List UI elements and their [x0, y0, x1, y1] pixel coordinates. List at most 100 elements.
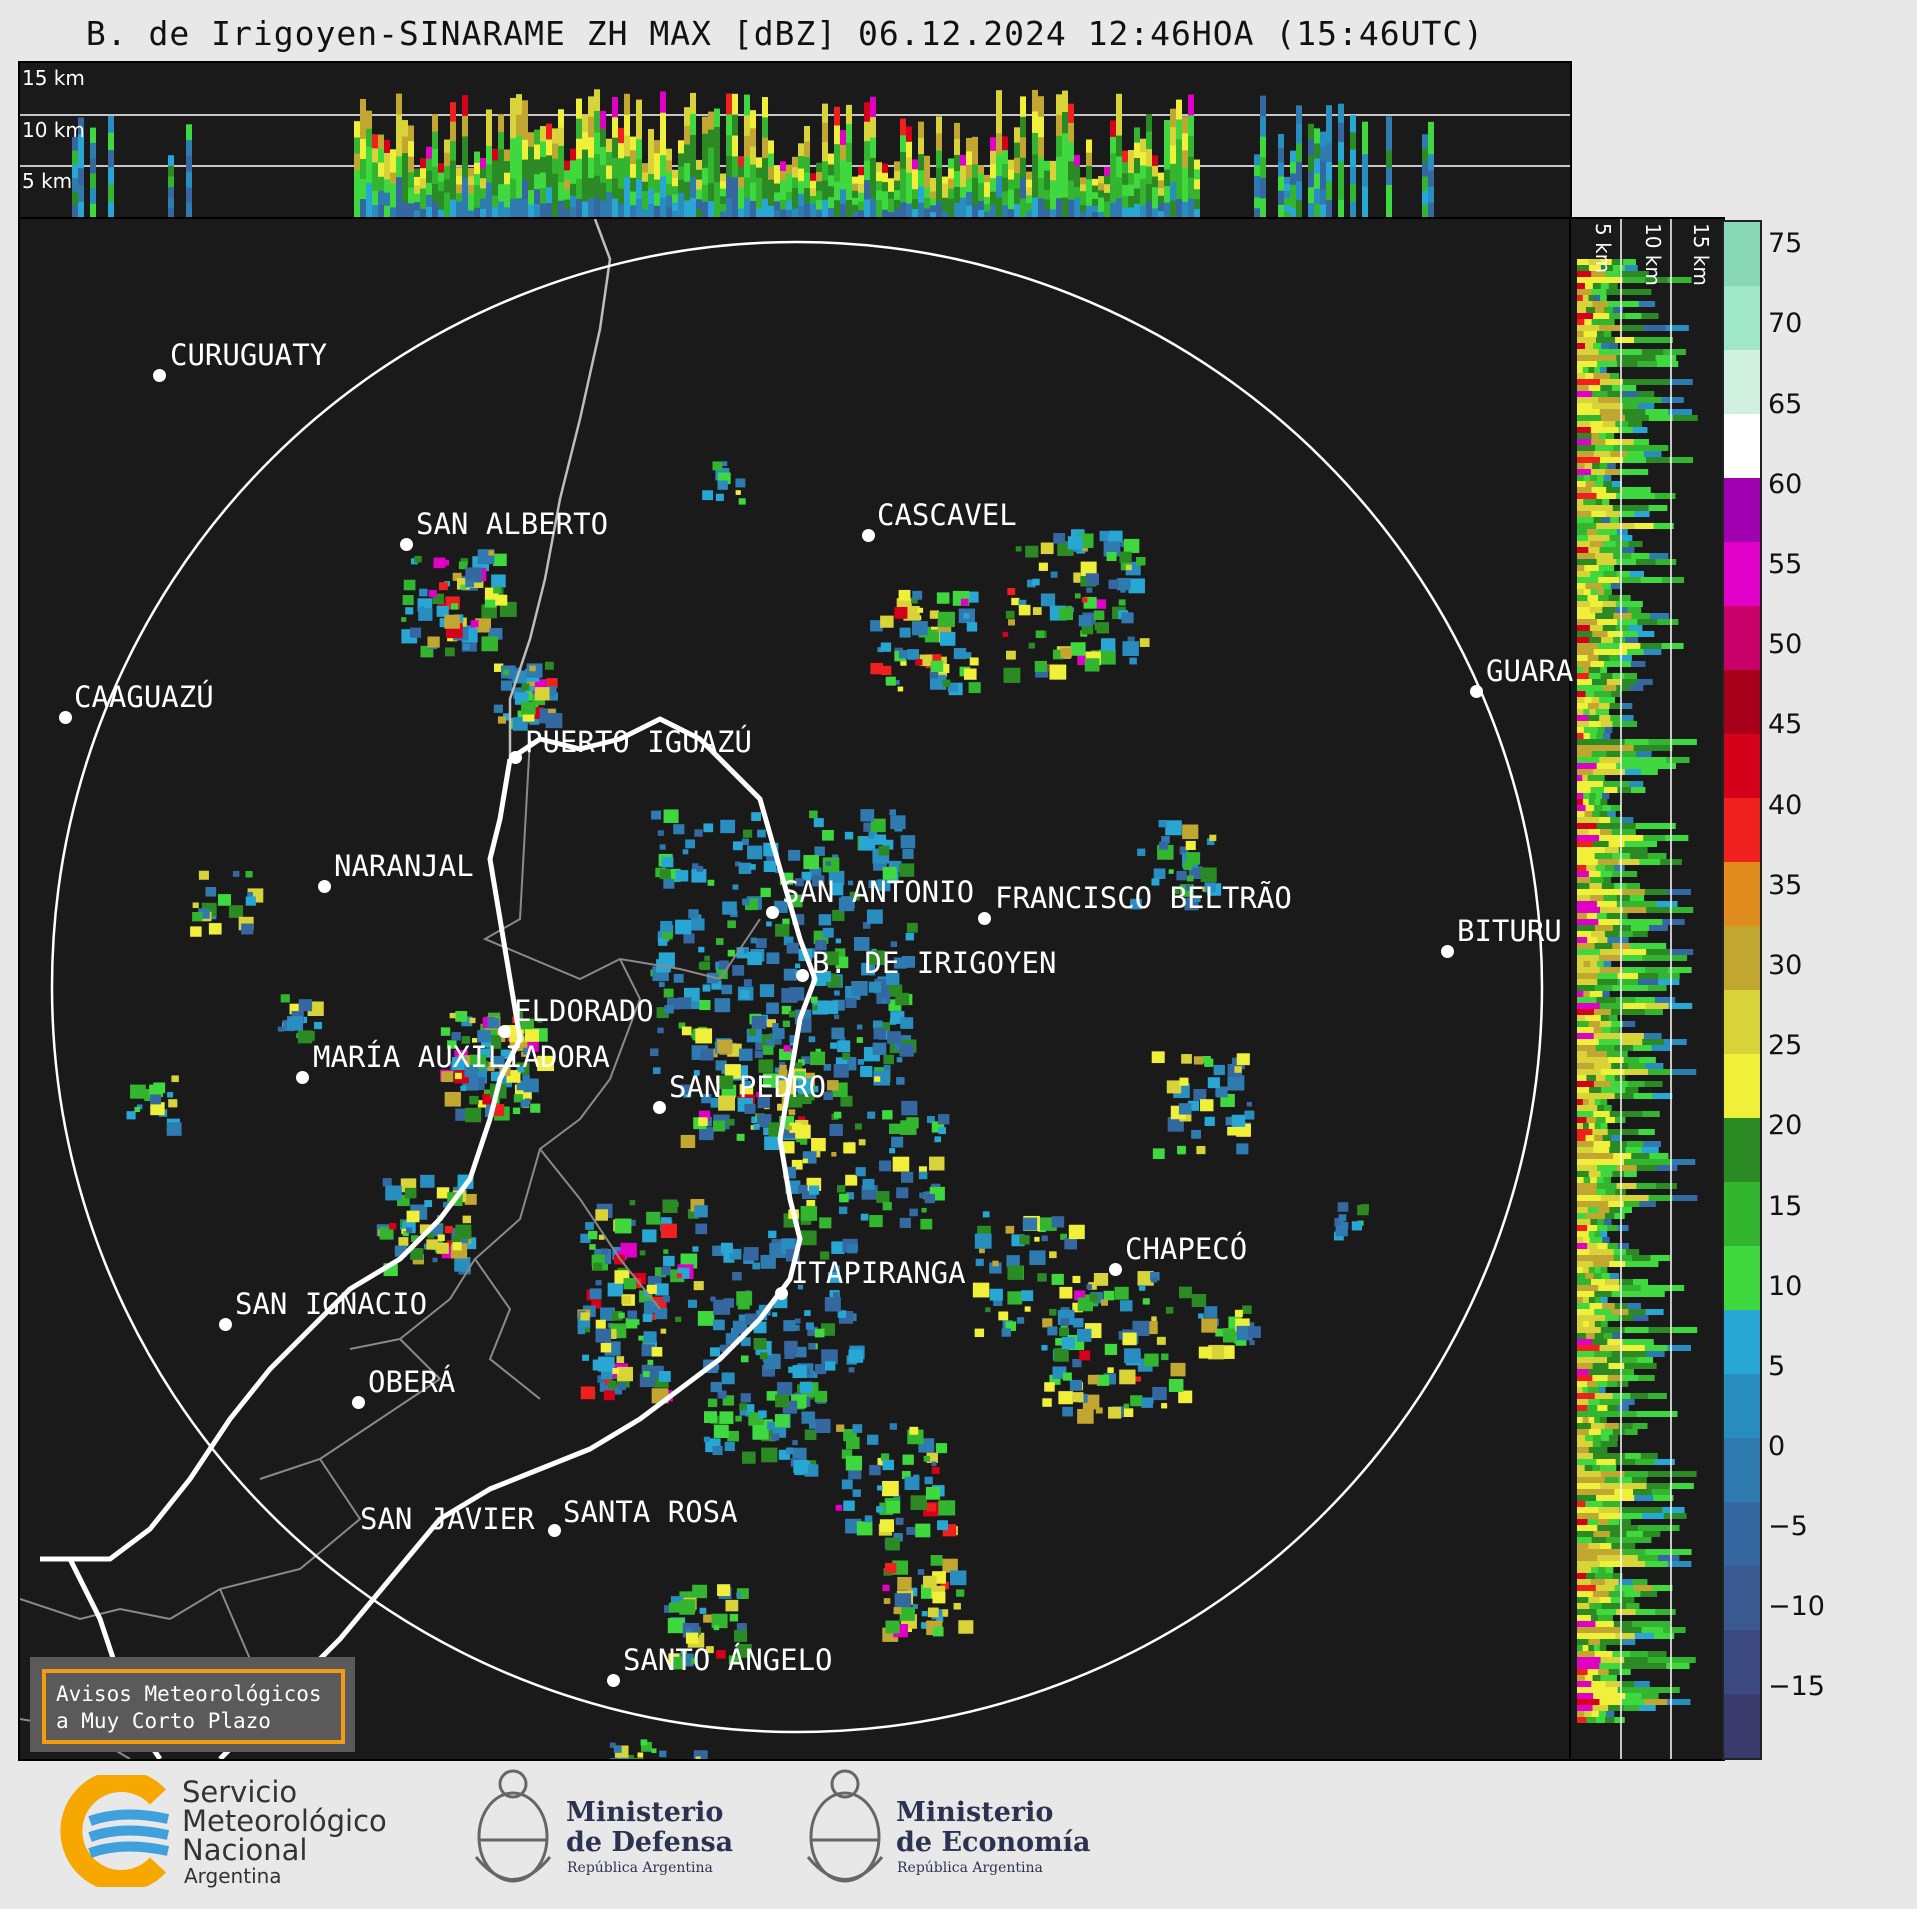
radar-echo-cell [480, 168, 486, 180]
radar-echo-cell [544, 661, 554, 670]
radar-echo-cell [1577, 457, 1602, 463]
radar-echo-cell [1577, 361, 1599, 367]
radar-echo-cell [589, 1244, 596, 1250]
radar-echo-cell [1612, 925, 1632, 931]
radar-echo-cell [452, 1057, 467, 1070]
radar-echo-cell [1008, 209, 1014, 219]
radar-echo-cell [938, 1500, 956, 1516]
radar-echo-cell [936, 150, 942, 169]
radar-echo-cell [1038, 116, 1044, 139]
radar-echo-cell [1618, 859, 1641, 865]
radar-echo-cell [697, 1311, 715, 1326]
radar-echo-cell [996, 154, 1002, 178]
radar-echo-cell [297, 1030, 313, 1044]
radar-echo-cell [1589, 709, 1597, 715]
radar-echo-cell [1584, 1465, 1594, 1471]
radar-echo-cell [750, 164, 756, 184]
radar-echo-cell [714, 145, 720, 165]
radar-echo-cell [1594, 1267, 1602, 1273]
radar-echo-cell [1600, 1327, 1626, 1333]
radar-echo-cell [617, 1376, 630, 1388]
radar-echo-cell [1589, 991, 1598, 997]
radar-echo-cell [678, 166, 684, 181]
radar-echo-cell [396, 177, 402, 200]
radar-echo-cell [588, 116, 594, 139]
radar-echo-cell [1623, 1483, 1648, 1489]
radar-echo-cell [725, 1599, 739, 1612]
radar-echo-cell [432, 131, 438, 151]
radar-echo-cell [1044, 199, 1050, 211]
radar-echo-cell [912, 590, 923, 600]
radar-echo-cell [786, 191, 792, 202]
top-cross-section-panel: 15 km 10 km 5 km [18, 61, 1572, 221]
radar-echo-cell [1616, 571, 1631, 577]
radar-echo-cell [1628, 625, 1643, 631]
radar-echo-cell [1134, 188, 1140, 205]
radar-echo-cell [984, 182, 990, 191]
radar-echo-cell [576, 98, 582, 120]
radar-echo-cell [1593, 343, 1603, 349]
radar-echo-cell [1428, 202, 1434, 219]
radar-echo-cell [1146, 201, 1152, 219]
radar-echo-cell [693, 1750, 708, 1759]
radar-echo-cell [570, 160, 576, 174]
radar-echo-cell [1610, 583, 1621, 589]
radar-echo-cell [1586, 307, 1597, 313]
city-dot [1109, 1263, 1122, 1276]
radar-echo-cell [1127, 636, 1135, 643]
radar-echo-cell [1612, 1333, 1623, 1339]
radar-echo-cell [728, 1655, 739, 1665]
radar-echo-cell [1049, 1308, 1057, 1316]
radar-echo-cell [978, 192, 984, 203]
radar-echo-cell [1671, 1069, 1697, 1075]
radar-echo-cell [1583, 331, 1592, 337]
radar-echo-cell [1599, 1021, 1613, 1027]
radar-echo-cell [885, 676, 896, 686]
radar-echo-cell [751, 812, 761, 821]
radar-echo-cell [713, 1319, 725, 1331]
radar-echo-cell [891, 1136, 904, 1148]
radar-echo-cell [530, 1103, 541, 1113]
radar-echo-cell [1593, 1531, 1611, 1537]
radar-echo-cell [1188, 115, 1194, 138]
radar-echo-cell [864, 160, 870, 182]
radar-echo-cell [1594, 505, 1614, 511]
radar-echo-cell [879, 1160, 892, 1172]
radar-echo-cell [1002, 163, 1008, 179]
radar-echo-cell [960, 154, 966, 167]
radar-echo-cell [1629, 685, 1644, 691]
radar-echo-cell [1609, 373, 1620, 379]
radar-echo-cell [1147, 1397, 1154, 1404]
radar-echo-cell [822, 857, 840, 873]
radar-echo-cell [624, 114, 630, 137]
radar-echo-cell [1615, 523, 1636, 529]
radar-echo-cell [1588, 1429, 1602, 1435]
top-10km-label: 10 km [22, 118, 85, 142]
radar-echo-cell [1080, 205, 1086, 214]
radar-echo-cell [788, 1109, 796, 1116]
radar-echo-cell [1624, 1363, 1641, 1369]
radar-echo-cell [748, 1028, 757, 1036]
radar-echo-cell [360, 158, 366, 180]
radar-echo-cell [909, 1208, 918, 1217]
radar-echo-cell [1600, 799, 1608, 805]
radar-echo-cell [1600, 1267, 1608, 1273]
radar-echo-cell [1622, 403, 1639, 409]
radar-echo-cell [1641, 349, 1665, 355]
radar-echo-cell [1635, 763, 1657, 769]
radar-echo-cell [406, 1227, 413, 1233]
radar-echo-cell [1577, 1105, 1585, 1111]
radar-echo-cell [516, 114, 522, 137]
radar-echo-cell [684, 181, 690, 202]
radar-echo-cell [598, 1234, 605, 1240]
radar-echo-cell [1577, 409, 1601, 415]
radar-echo-cell [918, 1171, 928, 1180]
radar-echo-cell [1594, 799, 1602, 805]
radar-echo-cell [1577, 1081, 1595, 1087]
radar-echo-cell [1596, 913, 1608, 919]
radar-echo-cell [1614, 1093, 1635, 1099]
radar-echo-cell [1577, 373, 1587, 379]
radar-echo-cell [1600, 907, 1625, 913]
radar-echo-cell [540, 126, 546, 143]
radar-echo-cell [1577, 445, 1597, 451]
